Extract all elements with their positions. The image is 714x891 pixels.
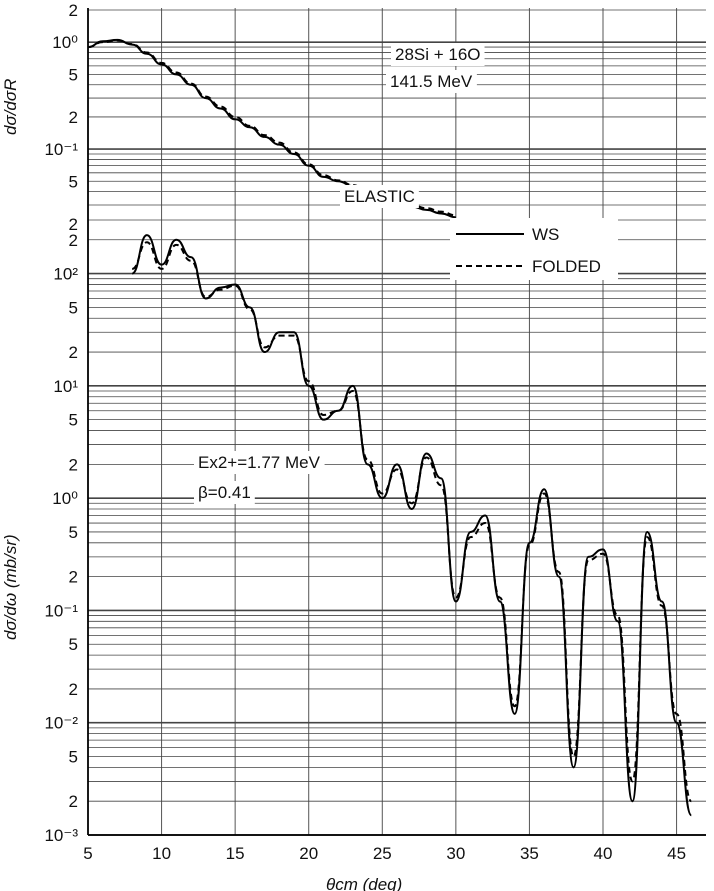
- annotation-background: [386, 70, 477, 93]
- x-tick-label: 5: [83, 844, 92, 863]
- x-tick-label: 15: [226, 844, 245, 863]
- legend-background: [450, 218, 618, 280]
- x-axis-label: θcm (deg): [326, 875, 402, 891]
- y-tick-label: 5: [69, 411, 78, 430]
- y-tick-label: 5: [69, 65, 78, 84]
- y-tick-label: 5: [69, 523, 78, 542]
- y-tick-label: 5: [69, 748, 78, 767]
- y-tick-label: 2: [69, 231, 78, 250]
- legend: WS FOLDED: [450, 218, 618, 280]
- y-tick-label: 10⁰: [52, 33, 78, 52]
- reaction-label: 28Si + 16O: [395, 45, 481, 64]
- y-tick-label: 10⁻³: [44, 826, 78, 845]
- y-tick-label: 5: [69, 298, 78, 317]
- x-tick-label: 25: [373, 844, 392, 863]
- y-tick-label: 2: [69, 215, 78, 234]
- x-tick-label: 10: [152, 844, 171, 863]
- y-tick-label: 10⁻¹: [44, 140, 78, 159]
- y-tick-label: 2: [69, 343, 78, 362]
- y-tick-label: 10²: [53, 265, 78, 284]
- annotation-background: [194, 451, 325, 474]
- x-tick-label: 35: [520, 844, 539, 863]
- legend-label: FOLDED: [532, 257, 601, 276]
- y-tick-label: 2: [69, 108, 78, 127]
- y-tick-label: 2: [69, 792, 78, 811]
- x-tick-label: 45: [667, 844, 686, 863]
- y-tick-label: 2: [69, 680, 78, 699]
- energy-label: 141.5 MeV: [390, 72, 473, 91]
- y-tick-label: 2: [69, 1, 78, 20]
- excitation-label: Ex2+=1.77 MeV: [198, 453, 321, 472]
- bottom-y-axis-label: dσ/dω (mb/sr): [1, 534, 20, 640]
- x-tick-label: 40: [594, 844, 613, 863]
- annotations: 28Si + 16O 141.5 MeV ELASTIC Ex2+=1.77 M…: [194, 43, 485, 504]
- y-tick-label: 2: [69, 455, 78, 474]
- y-tick-labels: 210⁰5210⁻¹52210²5210¹5210⁰5210⁻¹5210⁻²52…: [44, 1, 78, 845]
- y-tick-label: 5: [69, 172, 78, 191]
- y-tick-label: 2: [69, 568, 78, 587]
- channel-label: ELASTIC: [344, 187, 415, 206]
- legend-label: WS: [532, 225, 559, 244]
- y-tick-label: 5: [69, 635, 78, 654]
- x-tick-labels: 5 10 15 20 25 30 35 40 45: [83, 844, 686, 863]
- series-curves: [87, 38, 693, 817]
- y-tick-label: 10⁻²: [44, 714, 78, 733]
- annotation-background: [340, 185, 419, 208]
- x-tick-label: 20: [299, 844, 318, 863]
- gridlines: [87, 8, 706, 836]
- y-tick-label: 10⁻¹: [44, 601, 78, 620]
- deformation-label: β=0.41: [198, 483, 251, 502]
- y-tick-label: 10⁰: [52, 489, 78, 508]
- series-inelastic-folded: [131, 241, 693, 803]
- annotation-background: [391, 43, 485, 66]
- top-y-axis-label: dσ/dσR: [1, 79, 20, 135]
- y-tick-label: 10¹: [53, 377, 78, 396]
- x-tick-label: 30: [446, 844, 465, 863]
- annotation-background: [194, 481, 255, 504]
